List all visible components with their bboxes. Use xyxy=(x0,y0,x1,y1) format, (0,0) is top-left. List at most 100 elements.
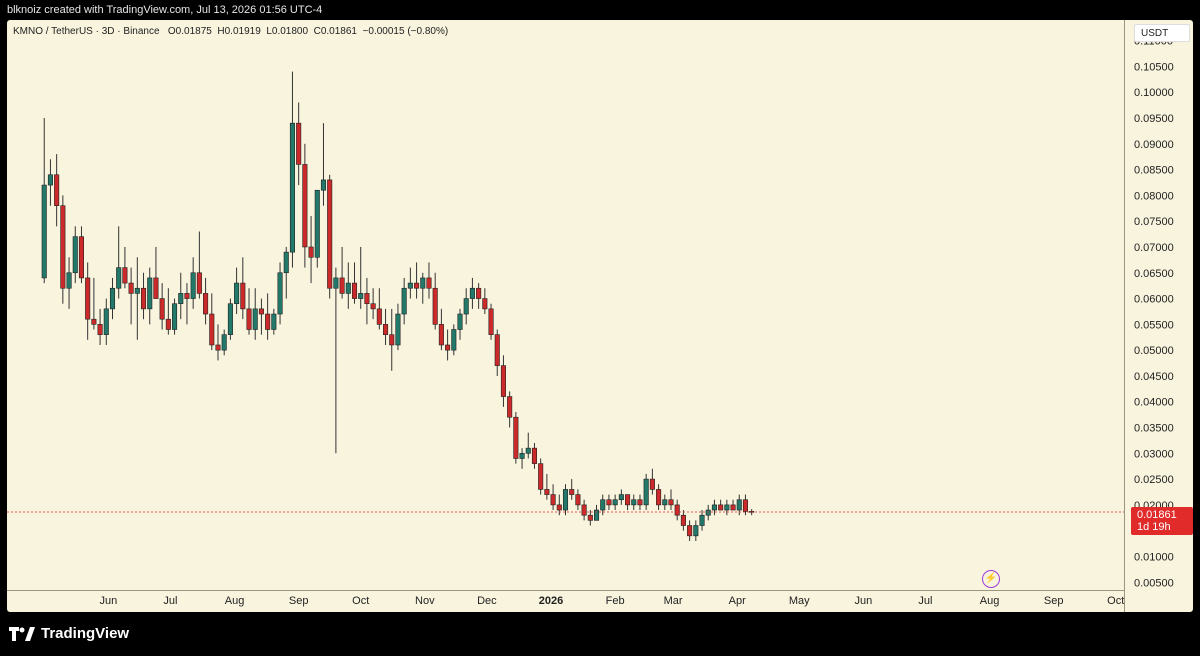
time-tick-label: Jun xyxy=(99,595,117,607)
price-axis[interactable]: 0.110000.105000.100000.095000.090000.085… xyxy=(1134,36,1174,590)
price-tick-label: 0.07500 xyxy=(1134,216,1174,228)
candle-body xyxy=(656,489,662,506)
candle-body xyxy=(724,504,730,511)
currency-unit-button[interactable]: USDT xyxy=(1134,24,1190,42)
price-tick-label: 0.08000 xyxy=(1134,190,1174,202)
chart-credit: blknoiz created with TradingView.com, Ju… xyxy=(7,4,323,16)
time-tick-label: Aug xyxy=(225,595,245,607)
candle-body xyxy=(445,344,451,351)
candle-body xyxy=(72,236,78,274)
legend-low: L0.01800 xyxy=(266,26,309,37)
candle-body xyxy=(575,494,581,506)
candle-body xyxy=(147,277,153,310)
time-tick-label: Dec xyxy=(477,595,497,607)
price-tick-label: 0.07000 xyxy=(1134,242,1174,254)
candle-body xyxy=(438,324,444,346)
candle-body xyxy=(631,499,637,506)
candle-body xyxy=(345,282,351,294)
candle-body xyxy=(680,514,686,526)
legend-change: −0.00015 (−0.80%) xyxy=(362,26,449,37)
candle-body xyxy=(376,308,382,325)
candle-body xyxy=(414,282,420,289)
candle-body xyxy=(637,499,643,506)
candle-body xyxy=(221,334,227,351)
price-tick-label: 0.00500 xyxy=(1134,577,1174,589)
candle-body xyxy=(178,293,184,305)
candle-body xyxy=(209,313,215,346)
candle-body xyxy=(128,282,134,294)
candle-body xyxy=(308,246,314,258)
time-tick-label: Jul xyxy=(918,595,932,607)
candle-body xyxy=(426,277,432,289)
candle-body xyxy=(451,329,457,351)
candle-body xyxy=(165,318,171,330)
candle-body xyxy=(693,525,699,537)
candle-body xyxy=(134,287,140,294)
candle-body xyxy=(252,308,258,330)
candle-body xyxy=(109,287,116,310)
price-tick-label: 0.04500 xyxy=(1134,371,1174,383)
bar-countdown: 1d 19h xyxy=(1137,521,1171,533)
last-price-label: 0.01861 1d 19h xyxy=(1131,507,1193,535)
candle-body xyxy=(668,499,674,506)
candle-body xyxy=(612,499,618,506)
price-tick-label: 0.01000 xyxy=(1134,551,1174,563)
candle-body xyxy=(550,494,556,506)
tradingview-logo-icon xyxy=(9,627,35,641)
time-tick-label: May xyxy=(789,595,810,607)
candle-body xyxy=(476,287,482,299)
candle-body xyxy=(569,489,575,495)
lightning-icon[interactable]: ⚡ xyxy=(982,570,1000,588)
candle-body xyxy=(97,324,103,335)
candle-body xyxy=(705,509,711,516)
candle-body xyxy=(730,504,736,511)
candle-body xyxy=(618,494,624,501)
time-tick-label: Mar xyxy=(664,595,683,607)
candle-body xyxy=(389,334,395,346)
candle-body xyxy=(507,396,513,418)
candle-body xyxy=(538,463,544,490)
candle-body xyxy=(593,509,600,521)
candle-body xyxy=(649,478,655,490)
candle-body xyxy=(277,272,283,315)
candle-body xyxy=(60,205,66,289)
candle-body xyxy=(271,313,277,330)
candle-body xyxy=(289,122,295,253)
time-tick-label: 2026 xyxy=(539,595,563,607)
candle-body xyxy=(227,303,233,335)
price-tick-label: 0.03500 xyxy=(1134,423,1174,435)
candle-body xyxy=(327,179,333,289)
price-tick-label: 0.04000 xyxy=(1134,397,1174,409)
candle-body xyxy=(525,447,531,454)
time-axis[interactable]: Jun Jul Aug Sep Oct Nov Dec 2026 Feb Mar Apr May Jun… xyxy=(99,595,1124,607)
candle-body xyxy=(718,504,724,511)
candle-body xyxy=(122,267,128,284)
candle-body xyxy=(674,504,680,516)
chart-panel[interactable]: 0.110000.105000.100000.095000.090000.085… xyxy=(7,20,1193,612)
candle-body xyxy=(47,174,53,186)
candle-body xyxy=(351,282,358,299)
candle-body xyxy=(420,277,426,289)
candle-body xyxy=(581,504,587,516)
price-tick-label: 0.03000 xyxy=(1134,448,1174,460)
candle-body xyxy=(407,282,413,289)
price-tick-label: 0.06500 xyxy=(1134,268,1174,280)
candle-body xyxy=(153,277,159,299)
candle-body xyxy=(358,293,364,299)
candle-body xyxy=(296,122,302,165)
candle-body xyxy=(432,287,438,325)
time-tick-label: Sep xyxy=(289,595,309,607)
price-tick-label: 0.09000 xyxy=(1134,139,1174,151)
candle-body xyxy=(401,287,407,315)
brand-name: TradingView xyxy=(41,625,130,642)
candle-body xyxy=(625,494,631,506)
candle-body xyxy=(531,447,538,464)
candle-body xyxy=(699,514,705,526)
legend-close: C0.01861 xyxy=(313,26,357,37)
candle-body xyxy=(203,293,209,315)
candlestick-chart[interactable]: 0.110000.105000.100000.095000.090000.085… xyxy=(7,20,1193,612)
price-tick-label: 0.08500 xyxy=(1134,165,1174,177)
candles xyxy=(41,71,755,541)
candle-body xyxy=(500,365,506,397)
candle-body xyxy=(246,308,252,330)
